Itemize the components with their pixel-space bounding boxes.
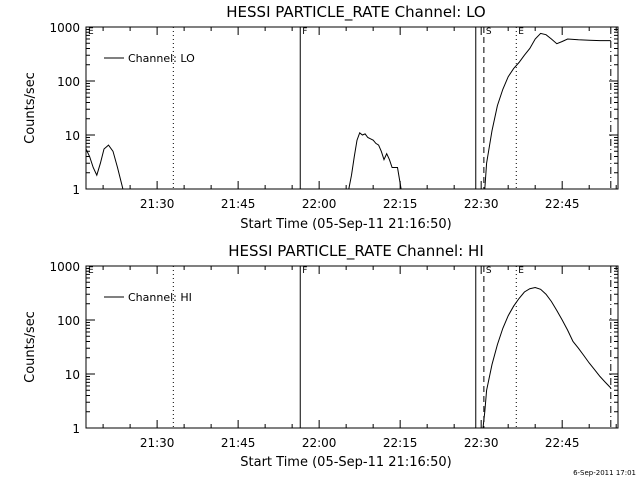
series-line [348, 131, 402, 190]
event-marker-label: E [518, 266, 524, 276]
series-line [85, 144, 124, 190]
series-line [482, 286, 612, 429]
y-axis-label: Counts/sec [23, 311, 38, 383]
y-tick-label: 10 [65, 368, 80, 382]
y-tick-label: 1000 [49, 260, 80, 274]
y-tick-label: 1000 [49, 21, 80, 35]
x-tick-label: 21:45 [221, 197, 256, 211]
chart-title: HESSI PARTICLE_RATE Channel: HI [228, 242, 484, 261]
x-axis-label: Start Time (05-Sep-11 21:16:50) [240, 217, 451, 232]
x-tick-label: 21:30 [140, 197, 175, 211]
legend-label: Channel: HI [128, 291, 192, 304]
legend-label: Channel: LO [128, 52, 195, 65]
chart-panel-lo: HESSI PARTICLE_RATE Channel: LO Start Ti… [23, 3, 619, 232]
event-marker-label: S [486, 27, 492, 37]
chart-title: HESSI PARTICLE_RATE Channel: LO [226, 3, 485, 22]
x-tick-label: 22:30 [464, 197, 499, 211]
x-axis-label: Start Time (05-Sep-11 21:16:50) [240, 455, 451, 470]
y-tick-label: 100 [57, 314, 80, 328]
x-tick-label: 22:00 [302, 436, 337, 450]
y-tick-label: 1 [72, 183, 80, 197]
event-marker-label: S [486, 266, 492, 276]
event-marker-label: F [302, 27, 307, 37]
series-line [484, 32, 611, 190]
chart-panel-hi: HESSI PARTICLE_RATE Channel: HI Start Ti… [23, 242, 619, 470]
event-marker-label: E [88, 27, 94, 37]
x-tick-label: 22:30 [464, 436, 499, 450]
x-tick-label: 22:45 [545, 436, 580, 450]
x-tick-label: 22:15 [383, 436, 418, 450]
y-tick-label: 100 [57, 75, 80, 89]
x-tick-label: 21:45 [221, 436, 256, 450]
y-axis-label: Counts/sec [23, 72, 38, 144]
y-tick-label: 1 [72, 422, 80, 436]
plot-area: 1 10 100 1000 21:30 21:45 22:00 22:15 22:30 22:45… [49, 260, 619, 450]
event-marker-label: F [302, 266, 307, 276]
x-tick-label: 21:30 [140, 436, 175, 450]
plot-frame [85, 26, 619, 190]
x-tick-label: 22:45 [545, 197, 580, 211]
plot-area: 1 10 100 1000 21:30 21:45 22:00 22:15 22:30 22:45… [49, 21, 619, 211]
event-marker-label: E [88, 266, 94, 276]
plot-frame [85, 265, 619, 429]
x-tick-label: 22:00 [302, 197, 337, 211]
y-tick-label: 10 [65, 129, 80, 143]
legend: Channel: LO [104, 52, 195, 65]
legend: Channel: HI [104, 291, 192, 304]
x-tick-label: 22:15 [383, 197, 418, 211]
event-marker-label: E [518, 27, 524, 37]
footer-timestamp: 6-Sep-2011 17:01 [573, 469, 636, 477]
